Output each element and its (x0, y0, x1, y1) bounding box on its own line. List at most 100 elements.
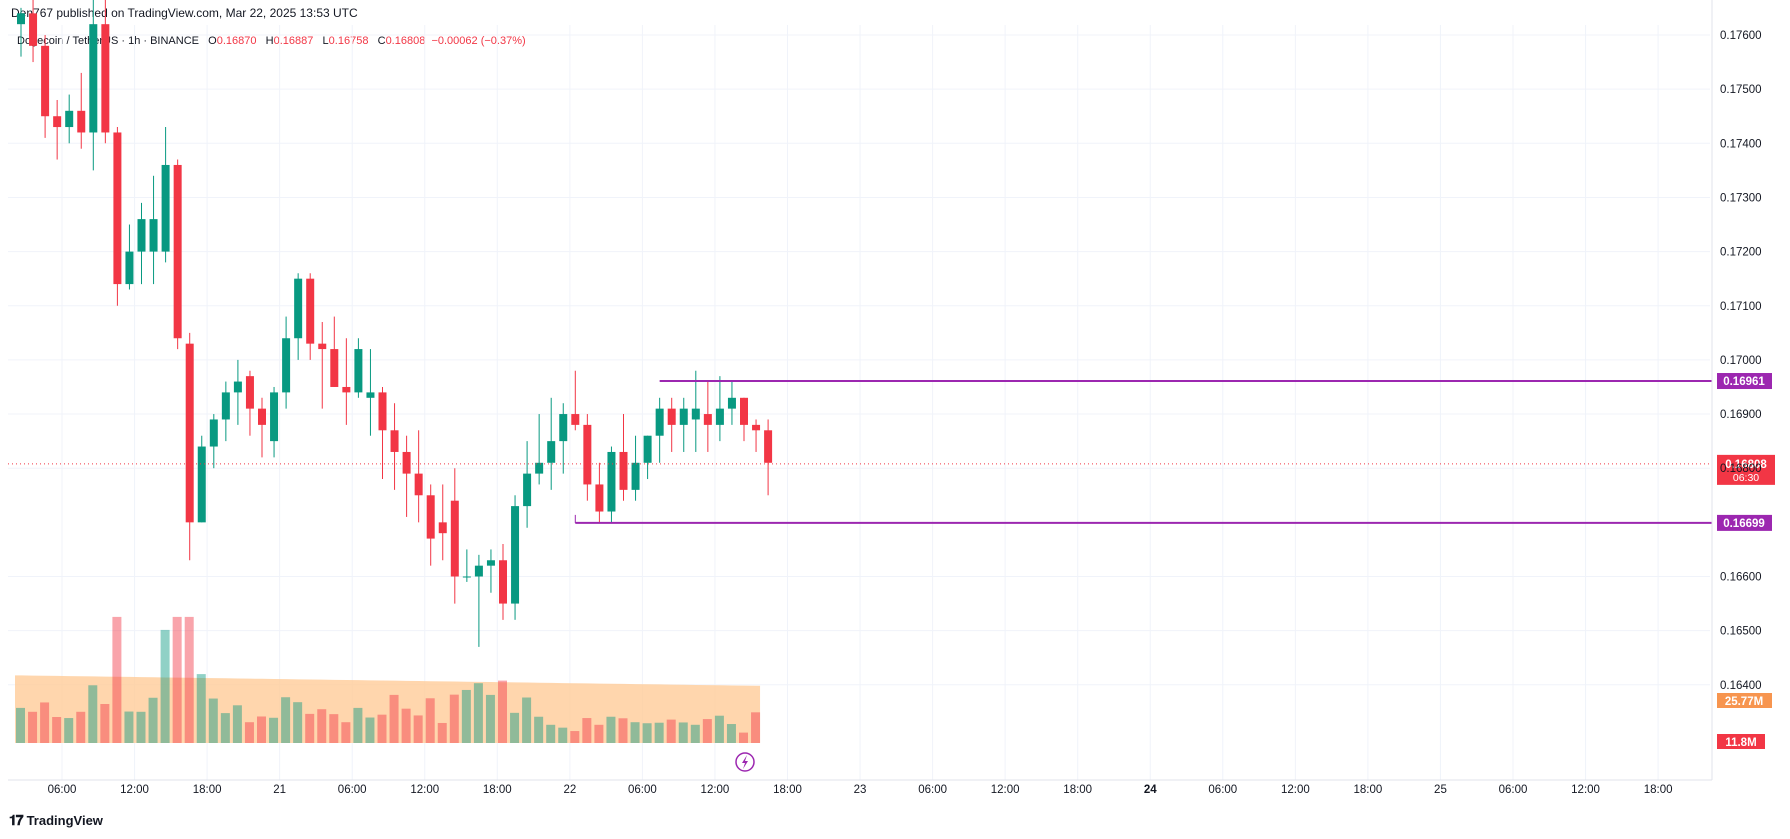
volume-bar (112, 616, 122, 743)
candle-body (366, 392, 375, 398)
time-tick-label: 06:00 (48, 784, 77, 796)
volume-bar (606, 716, 616, 743)
candle-body (258, 408, 266, 425)
volume-bar (618, 718, 628, 743)
candle-body (89, 24, 98, 133)
tradingview-icon: 𝟏𝟕 (9, 812, 24, 828)
candle-body (703, 414, 712, 425)
price-tick-label: 0.17400 (1720, 138, 1762, 150)
candle-body (438, 522, 447, 534)
candle-body (197, 446, 206, 523)
volume-bar (52, 717, 62, 743)
volume-bar (437, 722, 447, 743)
time-tick-label: 12:00 (1281, 784, 1310, 796)
volume-bar (148, 697, 158, 743)
volume-bar (377, 714, 387, 743)
low-label: L (322, 35, 329, 47)
open-label: O (208, 35, 217, 47)
open-value: 0.16870 (216, 35, 257, 47)
tradingview-logo[interactable]: 𝟏𝟕 TradingView (9, 812, 103, 829)
volume-bar (678, 722, 688, 743)
countdown-label: 06:30 (1733, 472, 1759, 484)
volume-bar (485, 694, 495, 743)
price-tick-label: 0.16500 (1720, 626, 1762, 638)
time-tick-label: 18:00 (1644, 784, 1673, 796)
candle-body (77, 110, 86, 133)
volume-bar (16, 707, 25, 743)
high-label: H (265, 35, 274, 47)
last-price-label: 0.16808 (1725, 459, 1767, 471)
brand-label: TradingView (26, 813, 103, 828)
time-tick-label: 24 (1144, 784, 1157, 796)
volume-bar (413, 715, 423, 743)
level-badge (1717, 514, 1772, 531)
volume-bar (473, 683, 483, 743)
lightning-icon-bolt (742, 755, 748, 769)
volume-bar (522, 697, 532, 743)
price-tick-label: 0.16900 (1720, 409, 1762, 421)
level-badge (1717, 373, 1772, 390)
candle-body (450, 500, 459, 577)
candle-body (474, 565, 483, 577)
candle-body (655, 408, 664, 436)
lightning-icon (735, 752, 755, 772)
volume-bar (654, 722, 664, 743)
volume-bar (401, 708, 411, 743)
candle-body (583, 424, 592, 485)
time-tick-label: 18:00 (1354, 784, 1383, 796)
level-badge-label: 0.16699 (1723, 518, 1765, 530)
price-tick-label: 0.17000 (1720, 355, 1762, 367)
candle-body (535, 462, 544, 474)
time-tick-label: 12:00 (410, 784, 439, 796)
volume-bar (244, 722, 254, 743)
volume-bar (160, 629, 170, 743)
candle-body (113, 132, 122, 285)
grid (8, 25, 1710, 780)
volume-bar (498, 680, 507, 743)
price-tick-label: 0.17500 (1720, 84, 1762, 96)
volume-bar (642, 723, 652, 743)
high-value: 0.16887 (273, 35, 314, 47)
candle-body (414, 473, 423, 496)
volume-bar (28, 711, 38, 743)
candle-body (137, 219, 146, 252)
candle-body (715, 408, 724, 425)
volume-bar (449, 694, 459, 743)
price-tick-label: 0.17600 (1720, 30, 1762, 42)
candle-body (330, 349, 339, 387)
candle-body (41, 45, 50, 117)
time-tick-label: 18:00 (773, 784, 802, 796)
change-value: −0.00062 (−0.37%) (431, 35, 526, 47)
volume-bar (702, 719, 712, 743)
candle-body (752, 424, 761, 431)
candle-body (679, 408, 688, 425)
candle-body (342, 386, 351, 393)
candle-body (631, 462, 640, 490)
volume-bar (690, 724, 700, 743)
time-tick-label: 06:00 (628, 784, 657, 796)
price-tick-label: 0.17100 (1720, 301, 1762, 313)
candle-body (426, 495, 435, 539)
volume-bar (329, 714, 339, 743)
candle-body (354, 349, 363, 393)
time-tick-label: 22 (563, 784, 576, 796)
volume-bar (100, 704, 110, 743)
candle-body (559, 414, 568, 442)
volume-bar (124, 711, 134, 743)
time-tick-label: 23 (854, 784, 867, 796)
candle-body (161, 164, 170, 252)
candle-body (378, 392, 387, 431)
volume-bar (594, 724, 604, 743)
volume-bar (257, 716, 266, 743)
volume-bar (220, 713, 230, 743)
volume-last-label: 11.8M (1725, 737, 1756, 749)
candle-body (294, 278, 303, 339)
candle-body (571, 414, 580, 425)
published-by: Den767 published on TradingView.com, Mar… (11, 6, 358, 20)
volume-bar (269, 717, 279, 743)
candle-body (764, 430, 773, 463)
volume-bar (558, 727, 568, 743)
volume-bar (582, 718, 592, 743)
volume-bar (281, 697, 291, 743)
